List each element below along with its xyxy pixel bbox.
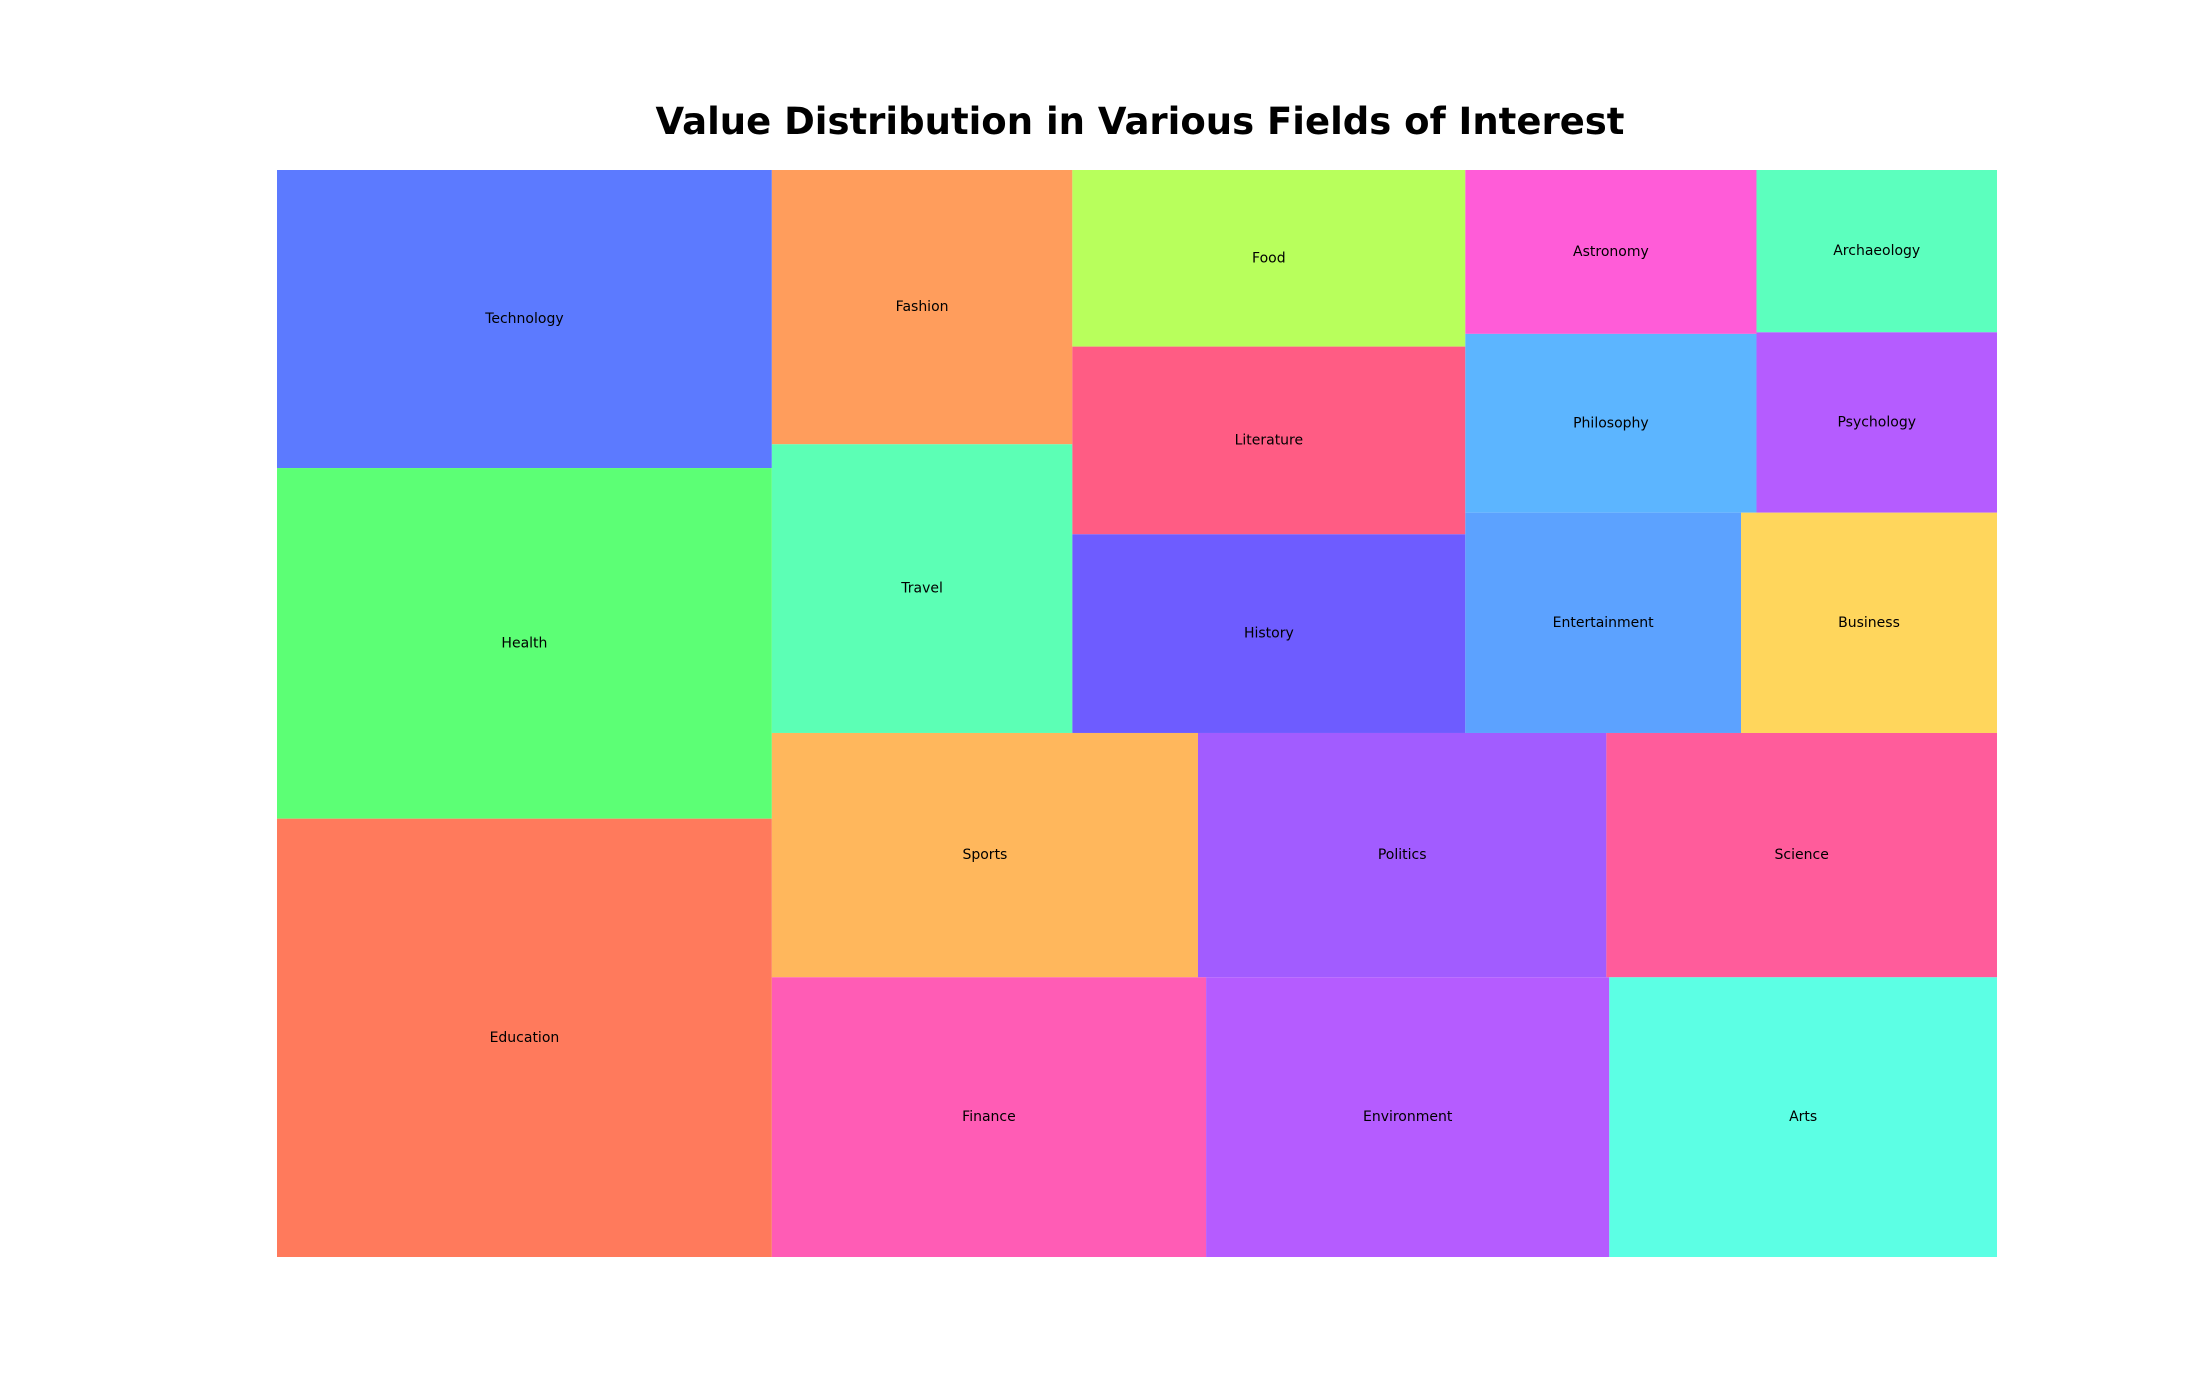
tile-literature: Literature [1072,346,1466,535]
tile-politics: Politics [1197,732,1607,978]
tile-rect-food [1072,170,1466,347]
tile-food: Food [1072,170,1466,347]
tile-label-finance: Finance [962,1109,1016,1125]
tile-business: Business [1741,512,1997,733]
tile-history: History [1072,534,1466,733]
tile-rect-technology [277,170,772,469]
tile-label-archaeology: Archaeology [1833,243,1920,259]
tile-label-travel: Travel [900,581,943,597]
tile-archaeology: Archaeology [1756,170,1997,333]
chart-title: Value Distribution in Various Fields of … [655,100,1625,143]
tile-label-astronomy: Astronomy [1573,244,1649,260]
tile-rect-sports [771,732,1198,978]
tile-label-politics: Politics [1378,847,1427,863]
tile-label-business: Business [1838,615,1900,631]
tile-label-philosophy: Philosophy [1573,415,1649,431]
tile-rect-philosophy [1465,333,1757,513]
tile-philosophy: Philosophy [1465,333,1757,513]
tile-rect-environment [1206,977,1610,1257]
tile-label-sports: Sports [962,847,1007,863]
tile-label-entertainment: Entertainment [1553,615,1655,631]
tile-rect-archaeology [1756,170,1997,333]
tile-label-food: Food [1252,250,1286,266]
tile-fashion: Fashion [771,170,1073,445]
tile-astronomy: Astronomy [1465,170,1757,334]
tile-psychology: Psychology [1756,332,1997,513]
tile-rect-history [1072,534,1466,733]
tile-label-science: Science [1775,847,1829,863]
tile-travel: Travel [771,444,1073,733]
tile-rect-health [277,468,772,819]
tile-rect-finance [771,977,1207,1257]
tile-rect-literature [1072,346,1466,535]
tile-label-fashion: Fashion [896,299,949,315]
tile-entertainment: Entertainment [1465,512,1742,733]
tile-rect-psychology [1756,332,1997,513]
tile-science: Science [1606,732,1997,978]
tile-rect-travel [771,444,1073,733]
tile-rect-arts [1609,977,1997,1257]
tile-rect-politics [1197,732,1607,978]
tile-rect-entertainment [1465,512,1742,733]
tile-label-technology: Technology [484,311,563,327]
tile-rect-education [277,818,772,1257]
tile-education: Education [277,818,772,1257]
tile-label-health: Health [501,635,547,651]
tile-label-arts: Arts [1789,1109,1817,1125]
tile-environment: Environment [1206,977,1610,1257]
tile-label-literature: Literature [1235,432,1304,448]
tile-rect-fashion [771,170,1073,445]
tile-label-history: History [1244,626,1294,642]
tile-rect-science [1606,732,1997,978]
tile-arts: Arts [1609,977,1997,1257]
tile-label-psychology: Psychology [1837,415,1916,431]
tile-sports: Sports [771,732,1198,978]
tile-technology: Technology [277,170,772,469]
tile-finance: Finance [771,977,1207,1257]
tile-rect-astronomy [1465,170,1757,334]
tile-rect-business [1741,512,1997,733]
tile-label-education: Education [490,1030,560,1046]
tile-health: Health [277,468,772,819]
tile-label-environment: Environment [1363,1109,1453,1125]
